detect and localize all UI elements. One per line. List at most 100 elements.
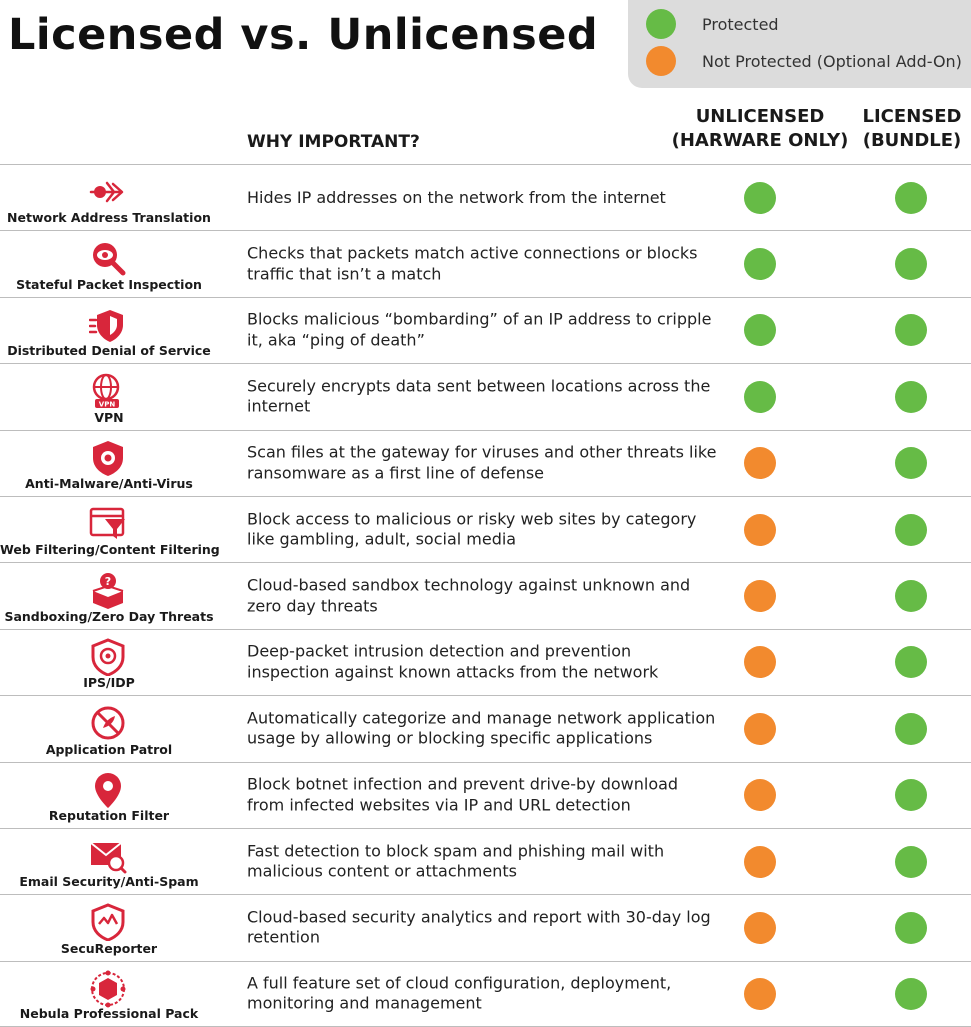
unlicensed-status-not-protected-icon bbox=[744, 845, 776, 878]
table-row-stateful-packet-inspection: Stateful Packet Inspection Checks that p… bbox=[0, 230, 971, 296]
feature-description: Automatically categorize and manage netw… bbox=[247, 708, 716, 748]
browser-filter-icon bbox=[89, 507, 125, 539]
feature-cell: Anti-Malware/Anti-Virus bbox=[0, 431, 218, 496]
unlicensed-status-not-protected-icon bbox=[744, 646, 776, 679]
licensed-status-protected-icon bbox=[895, 977, 927, 1010]
licensed-status-protected-icon bbox=[895, 248, 927, 281]
table-row-web-filtering-content-filtering: Web Filtering/Content Filtering Block ac… bbox=[0, 495, 971, 562]
feature-label: SecuReporter bbox=[60, 940, 158, 956]
feature-description: Cloud-based security analytics and repor… bbox=[247, 907, 711, 947]
unlicensed-status-not-protected-icon bbox=[744, 712, 776, 745]
header-line: UNLICENSED bbox=[695, 106, 825, 127]
feature-cell: Nebula Professional Pack bbox=[0, 962, 218, 1026]
feature-cell: Stateful Packet Inspection bbox=[0, 231, 218, 296]
feature-description: Fast detection to block spam and phishin… bbox=[247, 841, 665, 881]
legend: Protected Not Protected (Optional Add-On… bbox=[628, 0, 971, 88]
shield-wave-icon bbox=[91, 903, 125, 942]
licensed-status-protected-icon bbox=[895, 911, 927, 944]
licensed-status-protected-icon bbox=[895, 845, 927, 878]
network-gem-icon bbox=[90, 970, 126, 1008]
unlicensed-column-header: UNLICENSED (HARWARE ONLY) bbox=[668, 105, 852, 153]
unlicensed-status-protected-icon bbox=[744, 380, 776, 413]
unlicensed-status-not-protected-icon bbox=[744, 447, 776, 480]
page-title: Licensed vs. Unlicensed bbox=[8, 10, 599, 60]
licensed-status-protected-icon bbox=[895, 314, 927, 347]
feature-description: A full feature set of cloud configuratio… bbox=[247, 973, 672, 1013]
table-row-application-patrol: Application Patrol Automatically categor… bbox=[0, 695, 971, 761]
feature-description: Securely encrypts data sent between loca… bbox=[247, 376, 711, 416]
legend-item-not-protected: Not Protected (Optional Add-On) bbox=[646, 46, 962, 76]
table-row-secureporter: SecuReporter Cloud-based security analyt… bbox=[0, 894, 971, 960]
licensed-status-protected-icon bbox=[895, 646, 927, 679]
location-pin-icon bbox=[95, 772, 121, 808]
table-row-sandboxing-zero-day-threats: ? Sandboxing/Zero Day Threats Cloud-base… bbox=[0, 562, 971, 628]
legend-label: Not Protected (Optional Add-On) bbox=[702, 51, 962, 71]
unlicensed-status-not-protected-icon bbox=[744, 779, 776, 812]
why-important-header: WHY IMPORTANT? bbox=[247, 132, 420, 152]
envelope-search-icon bbox=[90, 842, 127, 874]
feature-label: Anti-Malware/Anti-Virus bbox=[25, 475, 193, 491]
feature-label: Web Filtering/Content Filtering bbox=[0, 542, 220, 558]
table-row-reputation-filter: Reputation Filter Block botnet infection… bbox=[0, 761, 971, 828]
feature-description: Deep-packet intrusion detection and prev… bbox=[247, 641, 659, 682]
header-line: LICENSED bbox=[862, 106, 962, 127]
table-row-email-security-anti-spam: Email Security/Anti-Spam Fast detection … bbox=[0, 827, 971, 894]
licensed-column-header: LICENSED (BUNDLE) bbox=[856, 105, 968, 153]
shield-virus-icon bbox=[93, 440, 123, 476]
unlicensed-status-protected-icon bbox=[744, 181, 776, 214]
feature-cell: Email Security/Anti-Spam bbox=[0, 829, 218, 894]
feature-cell: SecuReporter bbox=[0, 895, 218, 960]
unlicensed-status-not-protected-icon bbox=[744, 513, 776, 546]
orange-dot-icon bbox=[646, 46, 676, 76]
feature-description: Block access to malicious or risky web s… bbox=[247, 509, 697, 549]
feature-label: Sandboxing/Zero Day Threats bbox=[4, 608, 214, 624]
nat-arrow-icon bbox=[89, 181, 124, 203]
feature-label: Distributed Denial of Service bbox=[7, 343, 211, 359]
feature-cell: ? Sandboxing/Zero Day Threats bbox=[0, 563, 218, 628]
sandbox-box-icon: ? bbox=[92, 573, 124, 610]
feature-description: Block botnet infection and prevent drive… bbox=[247, 774, 679, 815]
shield-speed-icon bbox=[89, 309, 123, 342]
licensed-status-protected-icon bbox=[895, 712, 927, 745]
table-row-ips-idp: IPS/IDP Deep-packet intrusion detection … bbox=[0, 628, 971, 695]
unlicensed-status-protected-icon bbox=[744, 248, 776, 281]
licensed-status-protected-icon bbox=[895, 380, 927, 413]
unlicensed-status-not-protected-icon bbox=[744, 911, 776, 944]
svg-text:VPN: VPN bbox=[99, 401, 116, 409]
feature-cell: Reputation Filter bbox=[0, 763, 218, 828]
feature-description: Scan files at the gateway for viruses an… bbox=[247, 442, 717, 483]
licensed-status-protected-icon bbox=[895, 447, 927, 480]
table-row-vpn: VPN VPN Securely encrypts data sent betw… bbox=[0, 363, 971, 429]
table-row-network-address-translation: Network Address Translation Hides IP add… bbox=[0, 164, 971, 230]
licensed-status-protected-icon bbox=[895, 779, 927, 812]
feature-label: Reputation Filter bbox=[48, 807, 170, 823]
unlicensed-status-not-protected-icon bbox=[744, 580, 776, 613]
feature-label: Network Address Translation bbox=[7, 210, 211, 226]
globe-vpn-icon: VPN bbox=[92, 373, 120, 409]
unlicensed-status-protected-icon bbox=[744, 314, 776, 347]
feature-cell: Network Address Translation bbox=[0, 165, 218, 230]
legend-item-protected: Protected bbox=[646, 9, 779, 39]
feature-label: Application Patrol bbox=[45, 741, 173, 757]
feature-description: Hides IP addresses on the network from t… bbox=[247, 187, 666, 207]
header-line: (BUNDLE) bbox=[862, 130, 962, 151]
green-dot-icon bbox=[646, 9, 676, 39]
licensed-status-protected-icon bbox=[895, 181, 927, 214]
feature-label: Email Security/Anti-Spam bbox=[19, 874, 199, 890]
licensed-status-protected-icon bbox=[895, 580, 927, 613]
feature-label: Stateful Packet Inspection bbox=[16, 276, 202, 292]
feature-cell: VPN VPN bbox=[0, 364, 218, 429]
shield-target-icon bbox=[91, 638, 125, 676]
feature-label: IPS/IDP bbox=[83, 675, 135, 691]
magnifier-eye-icon bbox=[93, 243, 126, 276]
feature-cell: IPS/IDP bbox=[0, 630, 218, 695]
table-row-anti-malware-anti-virus: Anti-Malware/Anti-Virus Scan files at th… bbox=[0, 429, 971, 496]
table-row-nebula-professional-pack: Nebula Professional Pack A full feature … bbox=[0, 960, 971, 1027]
legend-label: Protected bbox=[702, 14, 779, 34]
feature-cell: Application Patrol bbox=[0, 696, 218, 761]
feature-cell: Web Filtering/Content Filtering bbox=[0, 497, 220, 562]
feature-label: VPN bbox=[94, 409, 124, 425]
feature-cell: Distributed Denial of Service bbox=[0, 298, 218, 363]
licensed-status-protected-icon bbox=[895, 513, 927, 546]
feature-description: Blocks malicious “bombarding” of an IP a… bbox=[247, 309, 712, 350]
